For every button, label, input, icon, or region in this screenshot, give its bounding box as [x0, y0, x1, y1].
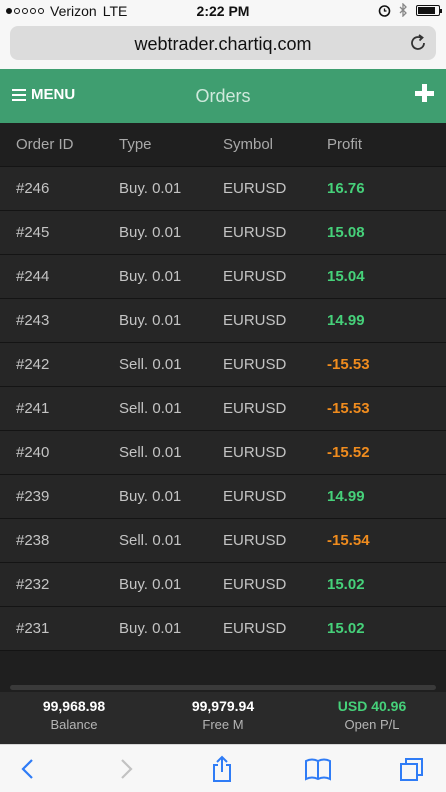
carrier-info: Verizon LTE	[6, 3, 127, 19]
table-row[interactable]: #232 Buy. 0.01 EURUSD 15.02	[0, 563, 446, 607]
free-margin-label: Free M	[202, 717, 244, 732]
table-row[interactable]: #240 Sell. 0.01 EURUSD -15.52	[0, 431, 446, 475]
table-row[interactable]: #243 Buy. 0.01 EURUSD 14.99	[0, 299, 446, 343]
app-header: MENU Orders	[0, 69, 446, 123]
battery-icon	[416, 4, 442, 16]
orders-table: Order ID Type Symbol Profit #246 Buy. 0.0…	[0, 123, 446, 692]
open-pl-label: Open P/L	[344, 717, 400, 732]
order-profit-cell: 15.08	[327, 224, 365, 241]
order-type-cell: Buy. 0.01	[119, 620, 182, 637]
order-symbol-cell: EURUSD	[223, 180, 287, 197]
menu-label: MENU	[31, 86, 76, 103]
order-id-cell: #239	[16, 488, 50, 505]
order-id-cell: #243	[16, 312, 50, 329]
order-profit-cell: 16.76	[327, 180, 365, 197]
tabs-icon[interactable]	[398, 755, 426, 783]
order-profit-cell: 14.99	[327, 488, 365, 505]
alarm-icon	[378, 4, 391, 17]
table-header: Order ID Type Symbol Profit	[0, 123, 446, 167]
back-icon[interactable]	[14, 755, 42, 783]
bluetooth-icon	[399, 3, 407, 17]
order-profit-cell: -15.53	[327, 400, 370, 417]
order-symbol-cell: EURUSD	[223, 356, 287, 373]
table-row[interactable]: #231 Buy. 0.01 EURUSD 15.02	[0, 607, 446, 651]
order-id-cell: #241	[16, 400, 50, 417]
free-margin-block: 99,979.94 Free M	[149, 698, 297, 732]
order-id-cell: #246	[16, 180, 50, 197]
order-type-cell: Buy. 0.01	[119, 312, 182, 329]
network-type: LTE	[102, 3, 128, 19]
add-order-button[interactable]	[414, 81, 434, 105]
table-row[interactable]: #238 Sell. 0.01 EURUSD -15.54	[0, 519, 446, 563]
order-symbol-cell: EURUSD	[223, 488, 287, 505]
order-symbol-cell: EURUSD	[223, 576, 287, 593]
table-row[interactable]: #246 Buy. 0.01 EURUSD 16.76	[0, 167, 446, 211]
menu-button[interactable]: MENU	[12, 86, 75, 103]
order-type-cell: Sell. 0.01	[119, 400, 182, 417]
address-bar[interactable]: webtrader.chartiq.com	[10, 26, 436, 60]
order-id-cell: #232	[16, 576, 50, 593]
order-id-cell: #240	[16, 444, 50, 461]
browser-address-area: webtrader.chartiq.com	[0, 22, 446, 68]
status-bar: Verizon LTE 2:22 PM	[0, 0, 446, 22]
order-id-cell: #244	[16, 268, 50, 285]
reload-icon[interactable]	[408, 33, 428, 53]
order-profit-cell: 14.99	[327, 312, 365, 329]
column-header-order-id[interactable]: Order ID	[16, 136, 74, 153]
hamburger-icon	[12, 88, 26, 101]
order-symbol-cell: EURUSD	[223, 400, 287, 417]
order-list: #246 Buy. 0.01 EURUSD 16.76 #245 Buy. 0.01 EUR…	[0, 167, 446, 651]
order-type-cell: Buy. 0.01	[119, 224, 182, 241]
order-profit-cell: -15.52	[327, 444, 370, 461]
browser-toolbar	[0, 744, 446, 792]
order-symbol-cell: EURUSD	[223, 620, 287, 637]
column-header-symbol[interactable]: Symbol	[223, 136, 274, 153]
forward-icon[interactable]	[112, 755, 140, 783]
table-row[interactable]: #239 Buy. 0.01 EURUSD 14.99	[0, 475, 446, 519]
order-symbol-cell: EURUSD	[223, 268, 287, 285]
status-time: 2:22 PM	[196, 3, 250, 19]
table-row[interactable]: #244 Buy. 0.01 EURUSD 15.04	[0, 255, 446, 299]
share-icon[interactable]	[208, 755, 236, 783]
order-profit-cell: 15.04	[327, 268, 365, 285]
order-type-cell: Sell. 0.01	[119, 356, 182, 373]
balance-block: 99,968.98 Balance	[0, 698, 148, 732]
table-row[interactable]: #242 Sell. 0.01 EURUSD -15.53	[0, 343, 446, 387]
account-summary: 99,968.98 Balance 99,979.94 Free M USD 4…	[0, 692, 446, 744]
free-margin-value: 99,979.94	[191, 698, 255, 714]
order-type-cell: Buy. 0.01	[119, 576, 182, 593]
order-symbol-cell: EURUSD	[223, 444, 287, 461]
order-id-cell: #231	[16, 620, 50, 637]
order-symbol-cell: EURUSD	[223, 224, 287, 241]
bookmarks-icon[interactable]	[304, 755, 332, 783]
balance-value: 99,968.98	[42, 698, 106, 714]
order-id-cell: #242	[16, 356, 50, 373]
order-symbol-cell: EURUSD	[223, 312, 287, 329]
horizontal-scrollbar[interactable]	[10, 685, 436, 690]
carrier-name: Verizon	[50, 3, 97, 19]
order-profit-cell: 15.02	[327, 576, 365, 593]
order-profit-cell: -15.53	[327, 356, 370, 373]
order-type-cell: Buy. 0.01	[119, 488, 182, 505]
order-type-cell: Buy. 0.01	[119, 268, 182, 285]
table-row[interactable]: #245 Buy. 0.01 EURUSD 15.08	[0, 211, 446, 255]
signal-strength-icon	[6, 8, 44, 14]
url-text: webtrader.chartiq.com	[134, 34, 312, 54]
order-type-cell: Sell. 0.01	[119, 532, 182, 549]
order-profit-cell: 15.02	[327, 620, 365, 637]
column-header-type[interactable]: Type	[119, 136, 152, 153]
open-pl-block: USD 40.96 Open P/L	[298, 698, 446, 732]
order-symbol-cell: EURUSD	[223, 532, 287, 549]
order-id-cell: #245	[16, 224, 50, 241]
order-type-cell: Buy. 0.01	[119, 180, 182, 197]
order-type-cell: Sell. 0.01	[119, 444, 182, 461]
column-header-profit[interactable]: Profit	[327, 136, 363, 153]
open-pl-value: USD 40.96	[337, 698, 407, 714]
balance-label: Balance	[50, 717, 98, 732]
order-id-cell: #238	[16, 532, 50, 549]
order-profit-cell: -15.54	[327, 532, 370, 549]
table-row[interactable]: #241 Sell. 0.01 EURUSD -15.53	[0, 387, 446, 431]
